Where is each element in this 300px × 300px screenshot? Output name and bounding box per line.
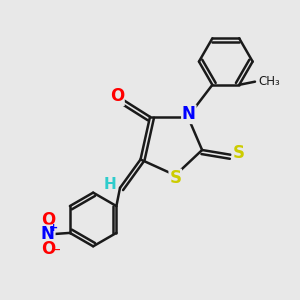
Text: +: +: [49, 223, 58, 232]
Text: H: H: [103, 177, 116, 192]
Text: N: N: [41, 226, 55, 244]
Text: O: O: [110, 87, 124, 105]
Text: O: O: [41, 240, 55, 258]
Text: S: S: [169, 169, 181, 188]
Text: N: N: [182, 105, 196, 123]
Text: O: O: [41, 211, 55, 229]
Text: CH₃: CH₃: [259, 75, 280, 88]
Text: ⁻: ⁻: [52, 246, 61, 261]
Text: S: S: [232, 144, 244, 162]
